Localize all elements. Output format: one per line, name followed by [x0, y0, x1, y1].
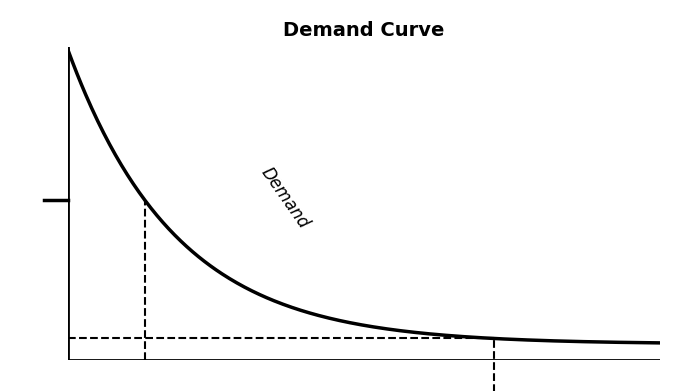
Text: Demand: Demand [257, 164, 313, 232]
Title: Demand Curve: Demand Curve [283, 21, 445, 40]
